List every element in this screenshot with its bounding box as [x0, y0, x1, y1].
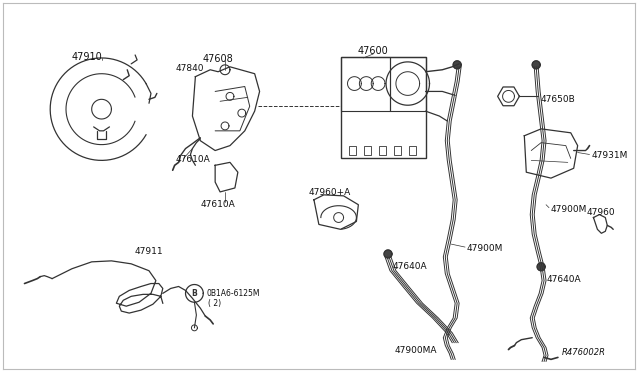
Bar: [364, 145, 371, 155]
Polygon shape: [537, 263, 545, 271]
Bar: [349, 145, 356, 155]
Text: 47900MA: 47900MA: [394, 346, 437, 355]
Text: 0B1A6-6125M: 0B1A6-6125M: [206, 289, 260, 298]
Text: 47640A: 47640A: [547, 275, 582, 284]
Text: 47910: 47910: [72, 52, 102, 62]
Text: 47960+A: 47960+A: [309, 188, 351, 197]
Polygon shape: [532, 61, 540, 69]
Text: 47650B: 47650B: [540, 95, 575, 104]
Polygon shape: [453, 61, 461, 69]
Text: R476002R: R476002R: [561, 349, 605, 357]
Text: 47900M: 47900M: [551, 205, 588, 214]
Text: 47960: 47960: [586, 208, 614, 217]
Text: 47600: 47600: [358, 46, 388, 56]
Text: B: B: [191, 289, 197, 298]
Bar: [379, 145, 386, 155]
Text: 47608: 47608: [203, 54, 234, 64]
Polygon shape: [384, 250, 392, 258]
Text: 47640A: 47640A: [393, 262, 428, 271]
Text: 47911: 47911: [134, 247, 163, 256]
Text: 47610A: 47610A: [201, 200, 236, 209]
Bar: [394, 145, 401, 155]
Text: 47931M: 47931M: [591, 151, 628, 160]
Text: 47610A: 47610A: [175, 155, 211, 164]
Text: 47900M: 47900M: [467, 244, 504, 253]
Text: 47840: 47840: [175, 64, 204, 73]
Text: ( 2): ( 2): [208, 299, 221, 308]
Bar: [409, 145, 415, 155]
